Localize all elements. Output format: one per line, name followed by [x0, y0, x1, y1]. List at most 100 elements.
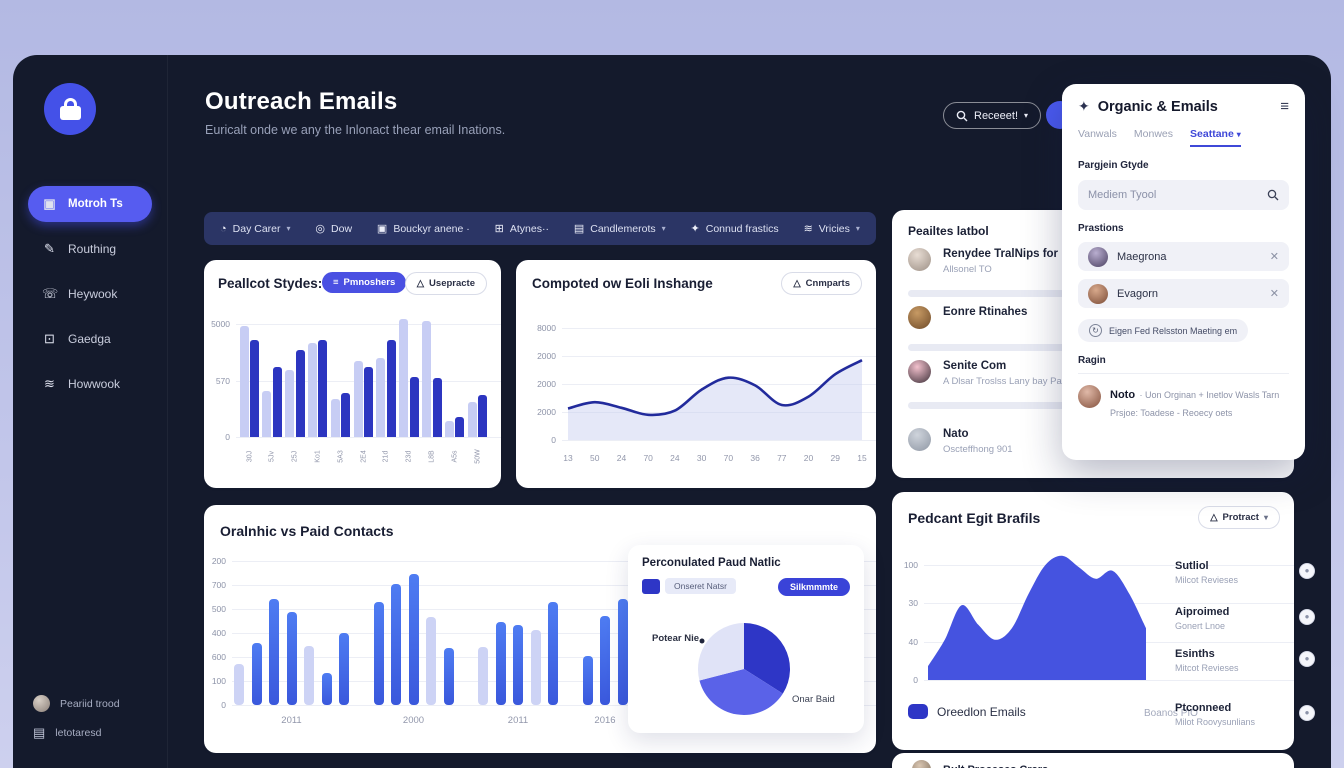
sidebar-nav: ▣ Motroh Ts ✎ Routhing ☏ Heywook ⊡ Gaedg… — [13, 177, 167, 411]
bar — [617, 598, 628, 705]
chevron-down-icon: ▾ — [661, 224, 666, 233]
toolbar-item-candlemerots[interactable]: ▤ Candlemerots ▾ — [573, 222, 666, 236]
spark-icon: ✦ — [1078, 98, 1090, 114]
organic-bar-chart: 200 700 500 400 600 100 0 2011 2000 2011 2016 — [204, 505, 876, 753]
stat-info-button[interactable]: ● — [1299, 651, 1315, 667]
legend-swatch — [642, 578, 660, 594]
stat-info-button[interactable]: ● — [1299, 705, 1315, 721]
header-search-button[interactable]: Receeet! ▾ — [943, 102, 1042, 129]
tab-monwes[interactable]: Monwes — [1133, 128, 1174, 140]
panel-search[interactable] — [1078, 180, 1289, 210]
relation-action-button[interactable]: ↻ Eigen Fed Relsston Maeting em — [1078, 319, 1249, 342]
pie-label-dot — [699, 638, 705, 644]
briefcase-icon: ▣ — [43, 196, 56, 211]
gridline — [562, 356, 876, 357]
x-tick-label: 30 — [696, 453, 707, 463]
x-tick-label: 5Jv — [268, 451, 276, 462]
card-bult-proceses[interactable]: Bult Proceses Crars — [892, 753, 1294, 768]
toolbar-item-dow[interactable]: ◎ Dow — [315, 222, 353, 236]
avatar — [1088, 283, 1108, 304]
bar — [251, 643, 262, 705]
x-tick-label: 30J — [246, 450, 253, 463]
tab-vanwals[interactable]: Vanwals — [1078, 128, 1117, 140]
gridline — [562, 412, 876, 413]
usepracte-button[interactable]: △ Usepracte — [404, 272, 487, 295]
toolbar-item-bouckyr[interactable]: ▣ Bouckyr anene · — [376, 222, 470, 236]
list-item[interactable]: Renydee TralNips for Piali Allsonel TO — [908, 248, 1085, 275]
x-tick-label: 24 — [616, 453, 627, 463]
menu-icon[interactable]: ≡ — [1280, 98, 1289, 115]
sidebar-item-heywook[interactable]: ☏ Heywook — [28, 276, 152, 312]
avatar — [908, 248, 931, 271]
toolbar-item-vricies[interactable]: ≋ Vricies ▾ — [803, 222, 860, 236]
gridline — [562, 328, 876, 329]
y-tick-label: 0 — [913, 675, 918, 685]
y-tick-label: 600 — [211, 652, 226, 662]
y-tick-label: 570 — [215, 375, 230, 386]
toolbar-item-day-carer[interactable]: ◔ Day Carer ▾ — [220, 222, 291, 235]
sidebar-footer-user[interactable]: Peariid trood — [33, 695, 147, 712]
bar — [341, 392, 351, 437]
card-title: Perconulated Paud Natlic — [642, 557, 781, 569]
gridline — [236, 324, 501, 325]
pmnoshers-button[interactable]: ≡ Pmnoshers — [322, 272, 407, 293]
bar — [399, 319, 409, 437]
silkmmmte-button[interactable]: Silkmmmte — [777, 578, 850, 596]
x-tick-label: 15 — [857, 453, 867, 463]
x-tick-label: 25J — [291, 450, 299, 463]
sidebar-item-motroh[interactable]: ▣ Motroh Ts — [28, 186, 152, 222]
area-chart-svg — [928, 555, 1146, 680]
phone-icon: ☏ — [42, 286, 59, 301]
close-icon[interactable]: ✕ — [1269, 251, 1279, 263]
app-logo[interactable] — [44, 83, 96, 135]
gridline — [924, 565, 1294, 566]
pen-icon: ✎ — [44, 241, 55, 256]
gridline — [232, 585, 876, 586]
sidebar-item-howwook[interactable]: ≋ Howwook — [28, 366, 152, 402]
bar — [330, 398, 340, 437]
bar — [353, 361, 363, 437]
gridline — [232, 705, 876, 706]
position-chip-maegrona[interactable]: Maegrona ✕ — [1078, 242, 1289, 271]
cnmparts-button[interactable]: △ Cnmparts — [781, 272, 862, 295]
sidebar-item-routhing[interactable]: ✎ Routhing — [28, 231, 152, 267]
section-label: Pargjein Gtyde — [1078, 160, 1149, 171]
position-chip-evagorn[interactable]: Evagorn ✕ — [1078, 279, 1289, 308]
bar — [262, 390, 272, 437]
x-tick-label: 5A3 — [337, 450, 345, 463]
gridline — [562, 384, 876, 385]
gridline — [232, 561, 876, 562]
tab-seattane[interactable]: Seattane ▾ — [1190, 128, 1241, 147]
x-tick-label: 77 — [777, 453, 787, 463]
card-title: Peallcot Stydes: — [218, 276, 323, 291]
list-item[interactable]: Senite Com A Dlsar Troslss Lany bay Palsi… — [908, 360, 1076, 387]
search-icon — [956, 110, 968, 121]
x-tick-label: 70 — [723, 453, 734, 463]
target-icon: ◎ — [315, 223, 326, 235]
search-input[interactable] — [1088, 189, 1259, 201]
sidebar-footer-settings[interactable]: ▤ letotaresd — [33, 725, 102, 740]
bar — [478, 646, 488, 705]
sidebar-item-gaedga[interactable]: ⊡ Gaedga — [28, 321, 152, 357]
x-tick-label: 2000 — [402, 715, 425, 726]
protract-button[interactable]: △ Protract ▾ — [1198, 506, 1280, 529]
triangle-icon: △ — [1210, 512, 1218, 523]
close-icon[interactable]: ✕ — [1269, 288, 1279, 300]
stat-info-button[interactable]: ● — [1299, 563, 1315, 579]
bar — [478, 395, 488, 437]
list-item[interactable]: Eonre Rtinahes — [908, 306, 1027, 329]
legend-note: Boanos PIO — [1144, 708, 1198, 719]
sidebar-item-label: Motroh Ts — [68, 198, 123, 210]
inshange-line-chart: 8000 2000 2000 2000 0 13 50 24 70 24 30 70 36 77 20 29 1… — [516, 260, 876, 488]
stat-info-button[interactable]: ● — [1299, 609, 1315, 625]
toolbar-item-connud[interactable]: ✦ Connud frastics — [690, 222, 779, 236]
triangle-icon: △ — [416, 278, 425, 289]
toolbar-item-atynes[interactable]: ⊞ Atynes·· — [494, 222, 549, 236]
bar — [432, 378, 442, 437]
bar — [443, 648, 454, 705]
list-item[interactable]: Nato Oscteffhong 901 — [908, 428, 1013, 455]
card-title: Compoted ow Eoli Inshange — [532, 276, 713, 291]
x-tick-label: Ko1 — [314, 450, 322, 463]
stydes-bar-chart: 5000 570 0 30J 5Jv 25J Ko1 5A3 2E4 21d 23d L8B A5s 50… — [204, 260, 501, 488]
pie-chart — [698, 623, 790, 715]
